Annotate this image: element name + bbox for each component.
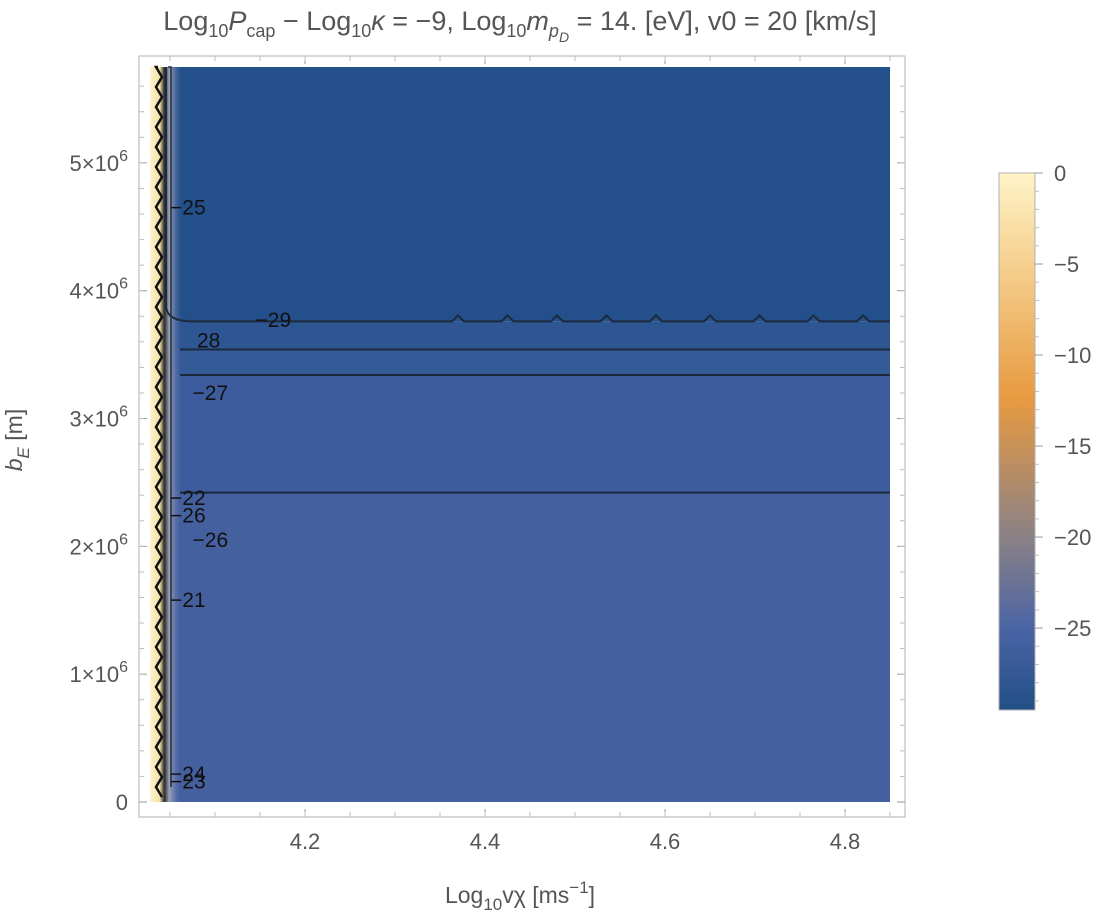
contour-label: −26 [193,529,229,552]
y-tick-label: 2×106 [70,531,129,559]
contour-label: −25 [170,197,206,220]
y-tick-label: 4×106 [70,276,129,304]
chart-title: Log10Pcap − Log10κ = −9, Log10mpD = 14. … [163,6,876,45]
x-axis-title: Log10vχ [ms−1] [445,878,595,914]
contour-lines [165,67,890,494]
x-tick-label: 4.4 [470,829,501,854]
x-tick-label: 4.2 [290,829,321,854]
heatmap-region [152,492,890,802]
colorbar [998,172,1036,711]
x-tick-label: 4.8 [830,829,861,854]
colorbar-tick-label: −25 [1054,616,1091,641]
edge-contour [153,65,172,798]
contour-label: −23 [170,771,206,794]
y-axis-title: bE [m] [1,409,33,471]
heatmap-region [152,375,890,493]
contour-label: −26 [170,505,206,528]
edge-contour-line [168,66,172,787]
y-tick-label: 1×106 [70,659,129,687]
contour-label: −29 [256,309,292,332]
heatmap-regions [152,67,890,802]
y-axis-ticks: 0 1×106 2×106 3×106 4×106 5×106 [70,85,905,815]
y-tick-label: 3×106 [70,404,129,432]
contour-label: −21 [170,589,206,612]
colorbar-tick-label: −10 [1054,343,1091,368]
contour-label: −24 [170,763,206,786]
y-tick-label: 0 [116,790,128,815]
heatmap-region [152,321,890,350]
contour-label: −27 [193,382,229,405]
edge-contour-line [153,65,164,798]
y-tick-label: 5×106 [70,148,129,176]
colorbar-tick-label: −5 [1054,252,1079,277]
contour-label: −22 [170,487,206,510]
heatmap-region [152,349,890,376]
colorbar-ticks: 0 −5 −10 −15 −20 −25 [1035,161,1091,702]
contour-line [165,67,890,323]
colorbar-tick-label: 0 [1054,161,1066,186]
x-axis-ticks: 4.2 4.4 4.6 4.8 [169,56,891,854]
colorbar-tick-label: −20 [1054,525,1091,550]
heatmap-region [152,67,890,322]
x-tick-label: 4.6 [650,829,681,854]
contour-label: 28 [197,330,220,353]
colorbar-tick-label: −15 [1054,434,1091,459]
